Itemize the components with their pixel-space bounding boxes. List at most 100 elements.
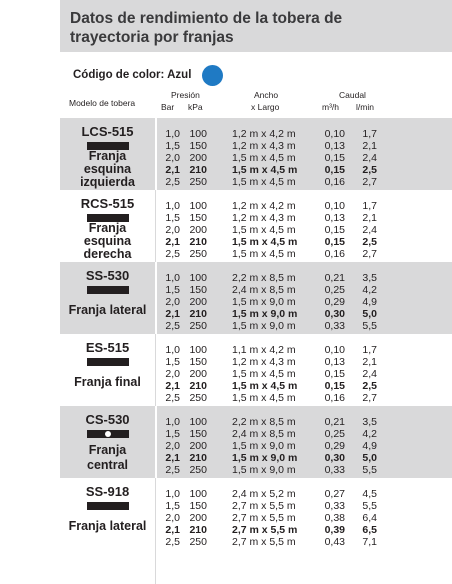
table-row: 2,5 250 1,5 m x 4,5 m 0,16 2,7: [157, 392, 452, 404]
width-length-cell: 1,2 m x 4,3 m: [232, 140, 296, 152]
nozzle-model-code: SS-918: [85, 484, 130, 499]
flow-lmin-cell: 4,2: [362, 284, 377, 296]
flow-m3h-cell: 0,33: [324, 500, 345, 512]
pressure-kpa-cell: 200: [189, 224, 207, 236]
flow-m3h-cell: 0,33: [324, 464, 345, 476]
nozzle-pattern-name: central: [87, 458, 128, 472]
pressure-kpa-cell: 150: [189, 356, 207, 368]
pressure-kpa-cell: 250: [189, 392, 207, 404]
table-row: 1,5 150 2,7 m x 5,5 m 0,33 5,5: [157, 500, 452, 512]
flow-m3h-cell: 0,15: [324, 380, 345, 392]
pressure-kpa-cell: 210: [189, 524, 207, 536]
column-divider: [155, 262, 157, 334]
width-length-cell: 1,5 m x 4,5 m: [232, 152, 296, 164]
flow-m3h-cell: 0,15: [324, 368, 345, 380]
header-m3h: m³/h: [322, 102, 339, 112]
table-row: 2,1 210 1,5 m x 9,0 m 0,30 5,0: [157, 452, 452, 464]
flow-m3h-cell: 0,13: [324, 356, 345, 368]
header-model: Modelo de tobera: [69, 98, 136, 108]
flow-lmin-cell: 5,5: [362, 500, 377, 512]
flow-lmin-cell: 5,5: [362, 320, 377, 332]
pressure-kpa-cell: 100: [189, 272, 207, 284]
bar-pattern-icon: [87, 142, 129, 150]
flow-lmin-cell: 7,1: [362, 536, 377, 548]
pressure-kpa-cell: 100: [189, 344, 207, 356]
flow-m3h-cell: 0,38: [324, 512, 345, 524]
pressure-bar-cell: 2,1: [165, 308, 180, 320]
header-caudal: Caudal: [339, 90, 366, 100]
pressure-bar-cell: 1,5: [165, 356, 180, 368]
performance-rows: 1,0 100 1,1 m x 4,2 m 0,10 1,7 1,5 150 1,2 m x …: [157, 334, 452, 406]
width-length-cell: 2,4 m x 8,5 m: [232, 428, 296, 440]
pressure-kpa-cell: 210: [189, 380, 207, 392]
performance-rows: 1,0 100 2,2 m x 8,5 m 0,21 3,5 1,5 150 2,4 m x …: [157, 262, 452, 334]
pressure-bar-cell: 2,1: [165, 380, 180, 392]
flow-lmin-cell: 3,5: [362, 272, 377, 284]
pressure-bar-cell: 2,1: [165, 236, 180, 248]
pressure-bar-cell: 2,0: [165, 368, 180, 380]
nozzle-pattern-name: Franja final: [74, 375, 141, 389]
header-pressure: Presión: [171, 90, 200, 100]
pressure-kpa-cell: 250: [189, 536, 207, 548]
bar-pattern-icon: [87, 286, 129, 294]
table-row: 1,0 100 2,2 m x 8,5 m 0,21 3,5: [157, 416, 452, 428]
width-length-cell: 1,2 m x 4,2 m: [232, 128, 296, 140]
flow-lmin-cell: 2,1: [362, 212, 377, 224]
nozzle-model-cell: CS-530 Franja central: [60, 406, 155, 478]
table-row: 2,5 250 2,7 m x 5,5 m 0,43 7,1: [157, 536, 452, 548]
header-ancho: Ancho: [254, 90, 279, 100]
pressure-bar-cell: 1,0: [165, 272, 180, 284]
pressure-kpa-cell: 250: [189, 176, 207, 188]
width-length-cell: 1,5 m x 9,0 m: [232, 320, 296, 332]
width-length-cell: 1,5 m x 4,5 m: [232, 368, 296, 380]
flow-lmin-cell: 6,4: [362, 512, 377, 524]
width-length-cell: 1,5 m x 4,5 m: [232, 224, 296, 236]
width-length-cell: 1,5 m x 9,0 m: [232, 440, 296, 452]
flow-lmin-cell: 2,7: [362, 176, 377, 188]
pressure-kpa-cell: 200: [189, 368, 207, 380]
flow-m3h-cell: 0,15: [324, 224, 345, 236]
table-row: 2,1 210 2,7 m x 5,5 m 0,39 6,5: [157, 524, 452, 536]
flow-m3h-cell: 0,29: [324, 296, 345, 308]
width-length-cell: 1,2 m x 4,3 m: [232, 356, 296, 368]
pressure-bar-cell: 2,5: [165, 464, 180, 476]
pressure-bar-cell: 1,5: [165, 212, 180, 224]
flow-lmin-cell: 6,5: [362, 524, 377, 536]
flow-m3h-cell: 0,21: [324, 272, 345, 284]
pressure-kpa-cell: 200: [189, 512, 207, 524]
width-length-cell: 2,4 m x 8,5 m: [232, 284, 296, 296]
table-row: 2,1 210 1,5 m x 9,0 m 0,30 5,0: [157, 308, 452, 320]
flow-m3h-cell: 0,29: [324, 440, 345, 452]
pressure-kpa-cell: 200: [189, 296, 207, 308]
width-length-cell: 1,5 m x 4,5 m: [232, 164, 298, 176]
title-line-2: trayectoria por franjas: [70, 29, 234, 46]
flow-m3h-cell: 0,10: [324, 128, 345, 140]
column-divider: [155, 478, 156, 584]
header-bar: Bar: [161, 102, 175, 112]
flow-m3h-cell: 0,25: [324, 284, 345, 296]
table-row: 1,5 150 1,2 m x 4,3 m 0,13 2,1: [157, 356, 452, 368]
bar-pattern-icon: [87, 502, 129, 510]
width-length-cell: 1,5 m x 4,5 m: [232, 236, 298, 248]
pressure-kpa-cell: 150: [189, 212, 207, 224]
flow-lmin-cell: 2,7: [362, 248, 377, 260]
pressure-bar-cell: 1,0: [165, 488, 180, 500]
header-kpa: kPa: [188, 102, 203, 112]
title-line-1: Datos de rendimiento de la tobera de: [70, 10, 343, 27]
table-row: 2,0 200 1,5 m x 9,0 m 0,29 4,9: [157, 296, 452, 308]
table-row: 2,0 200 1,5 m x 4,5 m 0,15 2,4: [157, 368, 452, 380]
flow-m3h-cell: 0,13: [324, 212, 345, 224]
pressure-bar-cell: 2,1: [165, 452, 180, 464]
flow-m3h-cell: 0,10: [324, 200, 345, 212]
flow-lmin-cell: 2,5: [362, 380, 377, 392]
flow-lmin-cell: 5,0: [362, 308, 377, 320]
flow-lmin-cell: 2,1: [362, 140, 377, 152]
pressure-bar-cell: 1,0: [165, 416, 180, 428]
performance-rows: 1,0 100 2,4 m x 5,2 m 0,27 4,5 1,5 150 2,7 m x …: [157, 478, 452, 584]
table-row: 1,0 100 2,2 m x 8,5 m 0,21 3,5: [157, 272, 452, 284]
bar-pattern-icon: [87, 358, 129, 366]
flow-m3h-cell: 0,16: [324, 392, 345, 404]
width-length-cell: 1,5 m x 9,0 m: [232, 296, 296, 308]
pressure-bar-cell: 2,0: [165, 152, 180, 164]
nozzle-model-cell: LCS-515 Franja esquina izquierda: [60, 118, 155, 190]
